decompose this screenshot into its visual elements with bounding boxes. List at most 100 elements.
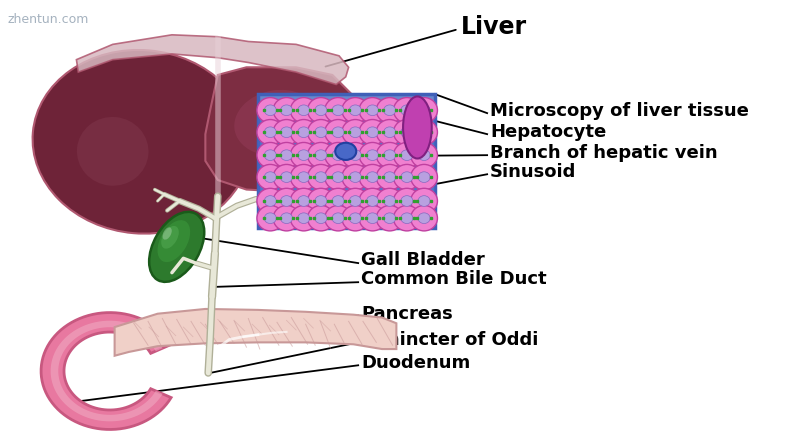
Ellipse shape: [290, 206, 317, 231]
Polygon shape: [50, 321, 162, 421]
Ellipse shape: [273, 97, 300, 123]
Ellipse shape: [325, 206, 351, 231]
Ellipse shape: [410, 97, 438, 123]
Ellipse shape: [325, 97, 351, 123]
Ellipse shape: [290, 142, 317, 168]
Ellipse shape: [410, 142, 438, 168]
Ellipse shape: [298, 105, 310, 116]
Ellipse shape: [332, 105, 344, 116]
Polygon shape: [206, 67, 351, 191]
Ellipse shape: [307, 142, 334, 168]
Ellipse shape: [298, 213, 310, 223]
Ellipse shape: [315, 127, 327, 138]
Ellipse shape: [257, 188, 284, 214]
Ellipse shape: [342, 188, 369, 214]
Ellipse shape: [290, 164, 317, 190]
Ellipse shape: [162, 226, 178, 249]
Ellipse shape: [273, 164, 300, 190]
Ellipse shape: [376, 188, 403, 214]
Ellipse shape: [418, 213, 430, 223]
Ellipse shape: [418, 105, 430, 116]
Ellipse shape: [273, 188, 300, 214]
Ellipse shape: [342, 97, 369, 123]
Ellipse shape: [401, 105, 413, 116]
Text: Branch of hepatic vein: Branch of hepatic vein: [490, 144, 718, 162]
Ellipse shape: [376, 97, 403, 123]
Ellipse shape: [325, 120, 351, 145]
Ellipse shape: [376, 142, 403, 168]
Ellipse shape: [394, 164, 420, 190]
Text: Gall Bladder: Gall Bladder: [361, 251, 485, 269]
Bar: [258, 185, 434, 194]
Text: Liver: Liver: [462, 15, 527, 39]
Ellipse shape: [366, 172, 378, 182]
Ellipse shape: [418, 150, 430, 161]
Text: Pancreas: Pancreas: [361, 305, 453, 323]
Ellipse shape: [315, 105, 327, 116]
Ellipse shape: [158, 220, 190, 262]
Ellipse shape: [342, 206, 369, 231]
Ellipse shape: [366, 196, 378, 206]
Ellipse shape: [384, 213, 396, 223]
Ellipse shape: [332, 127, 344, 138]
Text: Common Bile Duct: Common Bile Duct: [361, 270, 546, 288]
Ellipse shape: [332, 150, 344, 161]
Ellipse shape: [384, 172, 396, 182]
Polygon shape: [41, 312, 171, 429]
Ellipse shape: [350, 127, 362, 138]
Ellipse shape: [281, 172, 293, 182]
Ellipse shape: [307, 188, 334, 214]
Ellipse shape: [384, 196, 396, 206]
Ellipse shape: [298, 127, 310, 138]
Bar: [258, 94, 434, 228]
Ellipse shape: [350, 172, 362, 182]
Ellipse shape: [359, 120, 386, 145]
Ellipse shape: [342, 142, 369, 168]
Ellipse shape: [264, 172, 276, 182]
Ellipse shape: [264, 127, 276, 138]
Ellipse shape: [366, 213, 378, 223]
Ellipse shape: [335, 143, 356, 160]
Ellipse shape: [273, 142, 300, 168]
Ellipse shape: [33, 50, 250, 234]
Ellipse shape: [350, 213, 362, 223]
Ellipse shape: [290, 120, 317, 145]
Ellipse shape: [298, 172, 310, 182]
Ellipse shape: [264, 213, 276, 223]
Ellipse shape: [257, 142, 284, 168]
Ellipse shape: [376, 206, 403, 231]
Ellipse shape: [315, 150, 327, 161]
Ellipse shape: [281, 127, 293, 138]
Ellipse shape: [350, 150, 362, 161]
Ellipse shape: [410, 188, 438, 214]
Ellipse shape: [359, 97, 386, 123]
Ellipse shape: [359, 164, 386, 190]
Ellipse shape: [77, 117, 149, 186]
Ellipse shape: [257, 164, 284, 190]
Text: Sinusoid: Sinusoid: [490, 163, 576, 182]
Ellipse shape: [273, 206, 300, 231]
Ellipse shape: [290, 97, 317, 123]
Ellipse shape: [401, 150, 413, 161]
Ellipse shape: [376, 120, 403, 145]
Ellipse shape: [410, 164, 438, 190]
Ellipse shape: [281, 196, 293, 206]
Ellipse shape: [418, 127, 430, 138]
Bar: [258, 139, 434, 149]
Ellipse shape: [410, 120, 438, 145]
Ellipse shape: [298, 150, 310, 161]
Ellipse shape: [401, 172, 413, 182]
Ellipse shape: [315, 172, 327, 182]
Text: Hepatocyte: Hepatocyte: [490, 123, 606, 141]
Ellipse shape: [410, 206, 438, 231]
Ellipse shape: [366, 150, 378, 161]
Ellipse shape: [366, 105, 378, 116]
Ellipse shape: [315, 213, 327, 223]
Ellipse shape: [325, 142, 351, 168]
Ellipse shape: [307, 206, 334, 231]
Ellipse shape: [394, 188, 420, 214]
Ellipse shape: [401, 196, 413, 206]
Ellipse shape: [401, 213, 413, 223]
Ellipse shape: [359, 206, 386, 231]
Ellipse shape: [281, 150, 293, 161]
